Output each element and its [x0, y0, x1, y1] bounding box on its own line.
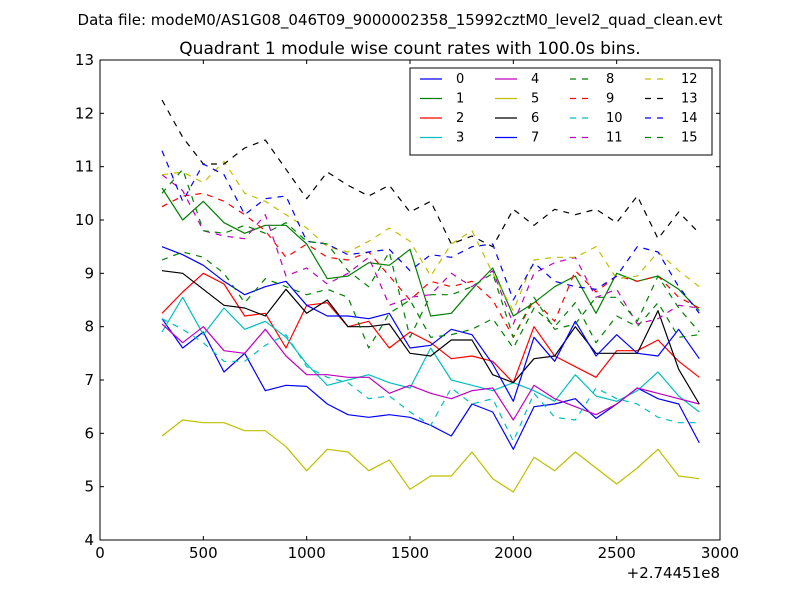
y-tick-label: 9 [84, 264, 94, 282]
legend-label-0: 0 [456, 72, 464, 87]
series-line-5 [162, 420, 699, 492]
plot-area [162, 100, 699, 492]
legend-label-5: 5 [531, 92, 539, 107]
series-line-11 [162, 175, 699, 324]
y-tick-label: 4 [84, 531, 94, 549]
legend-label-13: 13 [681, 92, 698, 107]
legend-label-4: 4 [531, 72, 539, 87]
series-line-7 [162, 247, 699, 402]
y-tick-label: 11 [75, 158, 94, 176]
legend-label-3: 3 [456, 131, 464, 146]
series-line-12 [162, 161, 699, 310]
legend-label-2: 2 [456, 111, 464, 126]
x-tick-label: 500 [189, 544, 218, 562]
x-tick-label: 1500 [391, 544, 429, 562]
legend-label-9: 9 [606, 92, 614, 107]
legend-label-12: 12 [681, 72, 698, 87]
legend-label-11: 11 [606, 131, 623, 146]
chart-title: Quadrant 1 module wise count rates with … [179, 39, 640, 59]
y-tick-label: 6 [84, 424, 94, 442]
x-offset-label: +2.74451e8 [627, 564, 720, 582]
series-line-1 [162, 188, 699, 316]
x-tick-label: 2500 [598, 544, 636, 562]
y-tick-label: 12 [75, 104, 94, 122]
x-tick-label: 3000 [701, 544, 739, 562]
x-tick-label: 0 [95, 544, 105, 562]
y-tick-label: 13 [75, 51, 94, 69]
series-line-2 [162, 273, 699, 382]
series-line-4 [162, 324, 699, 420]
legend-label-1: 1 [456, 92, 464, 107]
y-tick-label: 10 [75, 211, 94, 229]
legend-label-6: 6 [531, 111, 539, 126]
x-tick-label: 1000 [288, 544, 326, 562]
chart: Data file: modeM0/AS1G08_046T09_90000023… [0, 0, 800, 600]
y-tick-label: 8 [84, 318, 94, 336]
legend-label-14: 14 [681, 111, 698, 126]
legend-label-15: 15 [681, 131, 698, 146]
series-line-8 [162, 252, 699, 348]
y-tick-label: 5 [84, 478, 94, 496]
data-file-title: Data file: modeM0/AS1G08_046T09_90000023… [78, 11, 723, 30]
y-tick-label: 7 [84, 371, 94, 389]
x-tick-label: 2000 [494, 544, 532, 562]
legend-label-8: 8 [606, 72, 614, 87]
legend-label-7: 7 [531, 131, 539, 146]
legend-label-10: 10 [606, 111, 623, 126]
